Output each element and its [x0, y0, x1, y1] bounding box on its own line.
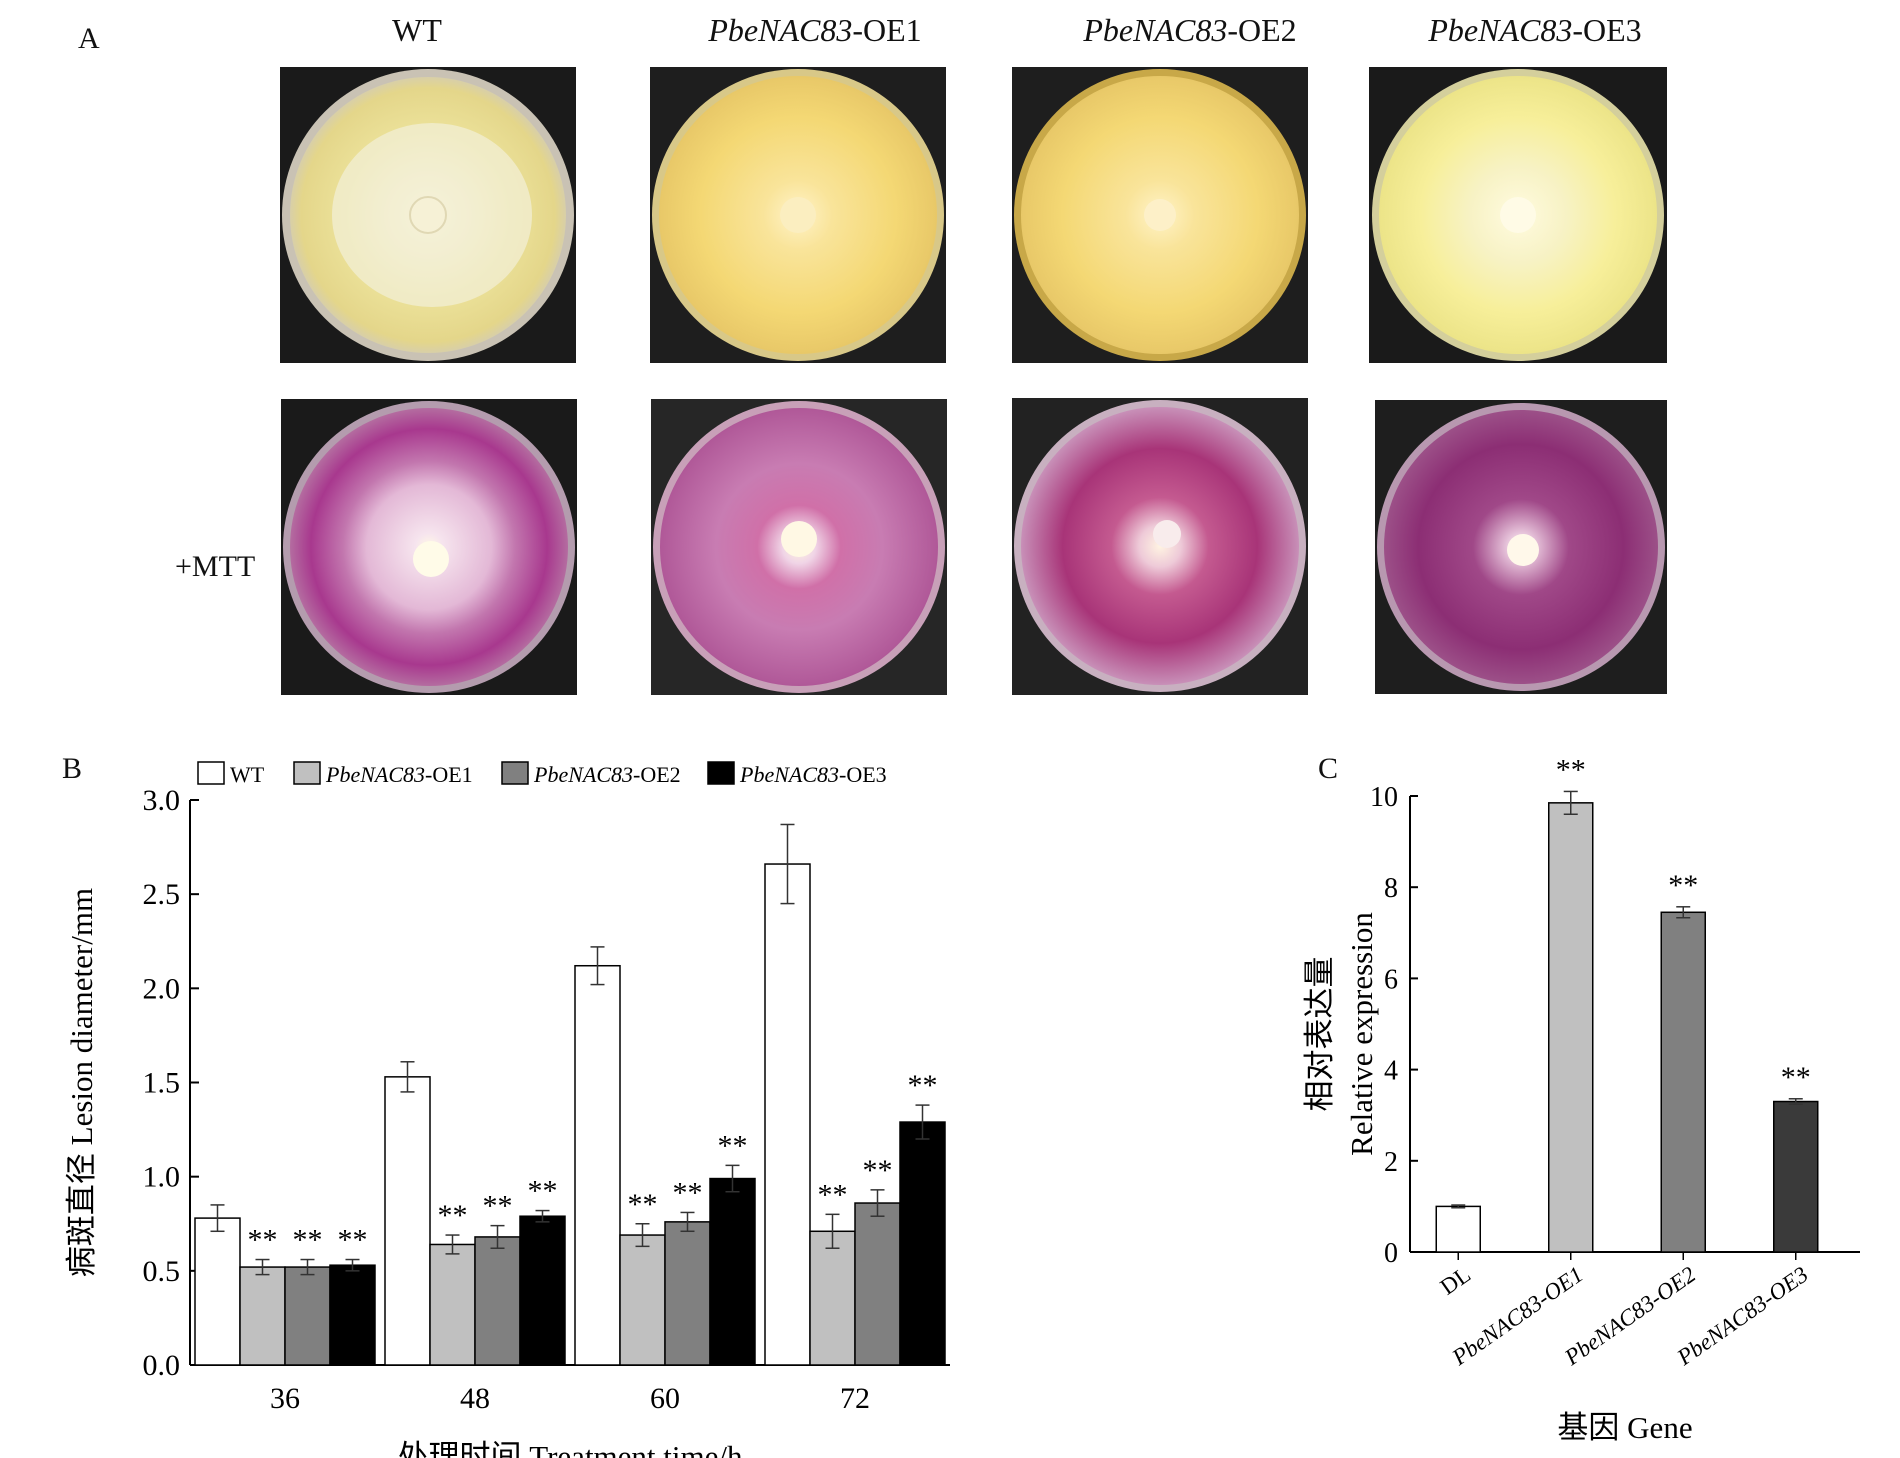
c-y-tick-label: 4 — [1384, 1056, 1398, 1087]
b-significance-label: ** — [908, 1069, 938, 1102]
b-x-tick-label: 48 — [460, 1382, 490, 1415]
c-y-axis-title-line1: 相对表达量 — [1302, 957, 1337, 1112]
c-y-tick-label: 8 — [1384, 873, 1398, 904]
b-bar — [384, 1076, 431, 1366]
chart-b: WT PbeNAC83-OE1 PbeNAC83-OE2 PbeNAC83-OE3 0… — [64, 761, 950, 1458]
b-significance-label: ** — [673, 1176, 703, 1209]
plate-oe3-mtt — [1375, 400, 1667, 694]
b-x-tick-label: 60 — [650, 1382, 680, 1415]
b-y-tick-label: 2.5 — [143, 878, 181, 911]
chart-c-labels: ** ** ** 基因 Gene 相对表达量 Relative expression — [1302, 753, 1811, 1445]
c-y-tick-label: 2 — [1384, 1147, 1398, 1178]
column-label-oe2: PbeNAC83-OE2 — [1083, 12, 1297, 48]
b-bar — [764, 863, 811, 1366]
plate-oe3 — [1369, 67, 1667, 363]
c-y-tick-label: 10 — [1370, 782, 1398, 813]
b-bar — [519, 1215, 566, 1366]
panel-c-letter: C — [1318, 752, 1339, 785]
b-y-tick-label: 1.0 — [143, 1161, 181, 1194]
b-x-tick-label: 36 — [270, 1382, 300, 1415]
plate-oe2-mtt — [1012, 398, 1308, 695]
row-label-mtt: +MTT — [175, 550, 256, 583]
b-bar — [329, 1264, 376, 1366]
b-bar — [474, 1236, 521, 1366]
panel-b-letter: B — [62, 752, 83, 785]
plate-wt-mtt — [281, 399, 577, 695]
c-bar — [1660, 911, 1706, 1253]
chart-b-labels: ** ** ** ** ** ** ** ** ** ** ** ** 处理时间 Treatment t… — [64, 888, 938, 1458]
chart-c-bars — [1435, 790, 1819, 1253]
c-x-tick-label: DL — [1436, 1262, 1475, 1300]
b-significance-label: ** — [863, 1154, 893, 1187]
b-legend-swatch — [197, 761, 225, 785]
b-y-tick-label: 3.0 — [143, 784, 181, 817]
b-bar — [619, 1234, 666, 1366]
plate-wt — [280, 67, 576, 363]
b-significance-label: ** — [293, 1224, 323, 1257]
column-label-oe3: PbeNAC83-OE3 — [1428, 12, 1642, 48]
b-bar — [284, 1266, 331, 1366]
b-significance-label: ** — [483, 1190, 513, 1223]
c-y-tick-label: 0 — [1384, 1238, 1398, 1269]
b-y-tick-label: 0.0 — [143, 1349, 181, 1382]
column-label-wt: WT — [392, 12, 442, 48]
b-x-axis-title: 处理时间 Treatment time/h — [398, 1439, 743, 1458]
c-bar — [1773, 1100, 1819, 1253]
b-significance-label: ** — [818, 1178, 848, 1211]
b-bar — [854, 1202, 901, 1366]
b-bar — [574, 964, 621, 1366]
b-legend-swatch — [501, 761, 529, 785]
b-bar — [429, 1243, 476, 1366]
b-legend-swatch — [707, 761, 735, 785]
panel-a-letter: A — [78, 22, 100, 55]
c-y-tick-label: 6 — [1384, 964, 1398, 995]
b-significance-label: ** — [248, 1224, 278, 1257]
chart-b-legend: WT PbeNAC83-OE1 PbeNAC83-OE2 PbeNAC83-OE3 — [197, 761, 887, 787]
b-significance-label: ** — [628, 1188, 658, 1221]
b-legend-swatch — [293, 761, 321, 785]
chart-b-bars — [194, 823, 946, 1366]
b-bar — [239, 1266, 286, 1366]
b-bar — [664, 1221, 711, 1366]
b-y-axis-title: 病斑直径 Lesion diameter/mm — [64, 888, 99, 1277]
plate-oe2 — [1012, 67, 1308, 363]
plate-oe1 — [650, 67, 946, 363]
plate-oe1-mtt — [651, 399, 947, 695]
c-x-axis-title: 基因 Gene — [1557, 1410, 1692, 1445]
column-label-oe1: PbeNAC83-OE1 — [708, 12, 922, 48]
b-legend-label: PbeNAC83-OE1 — [325, 762, 473, 787]
b-legend-label: PbeNAC83-OE2 — [533, 762, 681, 787]
b-significance-label: ** — [338, 1224, 368, 1257]
chart-b-axes: 0.0 0.5 1.0 1.5 2.0 2.5 3.0 36 48 60 72 — [143, 784, 950, 1415]
b-significance-label: ** — [528, 1175, 558, 1208]
b-y-tick-label: 2.0 — [143, 972, 181, 1005]
b-significance-label: ** — [438, 1199, 468, 1232]
chart-c: 0246810DLPbeNAC83-OE1PbeNAC83-OE2PbeNAC8… — [1302, 753, 1860, 1445]
c-significance-label: ** — [1781, 1061, 1811, 1094]
b-bar — [709, 1177, 756, 1366]
c-y-axis-title-line2: Relative expression — [1344, 912, 1379, 1156]
b-bar — [809, 1230, 856, 1366]
c-bar — [1548, 802, 1594, 1253]
c-significance-label: ** — [1556, 753, 1586, 786]
b-bar — [899, 1121, 946, 1366]
b-bar — [194, 1217, 241, 1366]
b-legend-label: PbeNAC83-OE3 — [739, 762, 887, 787]
c-bar — [1435, 1205, 1481, 1253]
b-y-tick-label: 0.5 — [143, 1255, 181, 1288]
b-significance-label: ** — [718, 1129, 748, 1162]
b-legend-label: WT — [230, 762, 265, 787]
b-y-tick-label: 1.5 — [143, 1067, 181, 1100]
c-significance-label: ** — [1668, 869, 1698, 902]
b-x-tick-label: 72 — [840, 1382, 870, 1415]
